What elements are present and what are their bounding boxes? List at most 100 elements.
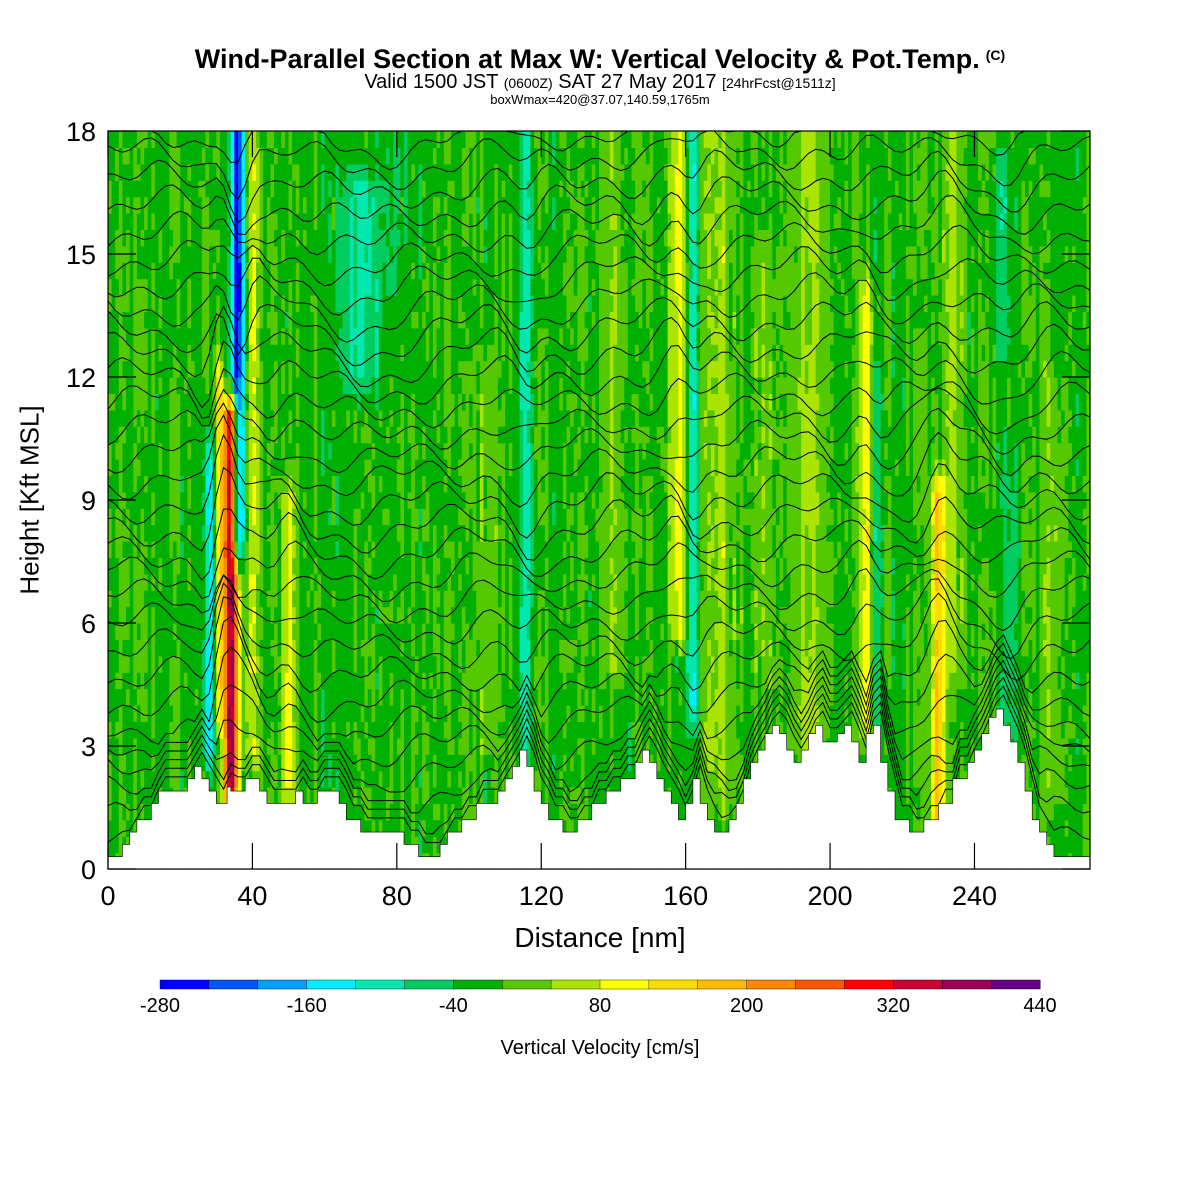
velocity-cell: [256, 672, 261, 690]
velocity-cell: [357, 311, 362, 329]
velocity-cell: [317, 262, 322, 280]
velocity-cell: [349, 737, 355, 755]
velocity-cell: [183, 459, 189, 476]
velocity-cell: [288, 737, 293, 755]
velocity-cell: [447, 295, 452, 312]
velocity-cell: [469, 524, 474, 542]
velocity-cell: [176, 606, 181, 624]
velocity-cell: [436, 147, 441, 165]
velocity-cell: [487, 147, 492, 165]
velocity-cell: [407, 557, 412, 575]
velocity-cell: [389, 672, 394, 690]
velocity-cell: [270, 459, 275, 476]
velocity-cell: [331, 557, 337, 575]
velocity-cell: [367, 245, 373, 263]
velocity-cell: [360, 590, 365, 608]
velocity-cell: [136, 163, 142, 181]
velocity-cell: [165, 541, 170, 558]
velocity-cell: [342, 475, 347, 493]
velocity-cell: [342, 737, 347, 755]
velocity-cell: [147, 655, 152, 673]
velocity-cell: [414, 278, 420, 296]
velocity-cell: [375, 557, 380, 575]
velocity-cell: [490, 295, 495, 312]
velocity-cell: [212, 393, 217, 411]
velocity-cell: [191, 377, 196, 394]
velocity-cell: [180, 409, 185, 427]
velocity-cell: [194, 327, 199, 345]
velocity-cell: [144, 147, 149, 165]
velocity-cell: [158, 754, 163, 772]
velocity-cell: [349, 623, 355, 640]
velocity-cell: [111, 836, 116, 854]
velocity-cell: [396, 475, 402, 493]
velocity-cell: [364, 180, 369, 198]
velocity-cell: [411, 721, 416, 739]
velocity-cell: [385, 278, 391, 296]
velocity-cell: [252, 737, 257, 755]
velocity-cell: [183, 262, 189, 280]
velocity-cell: [284, 770, 290, 788]
velocity-cell: [216, 655, 221, 673]
velocity-cell: [472, 196, 477, 214]
velocity-cell: [346, 803, 351, 821]
velocity-cell: [389, 754, 394, 772]
velocity-cell: [162, 623, 167, 640]
velocity-cell: [158, 573, 163, 591]
velocity-cell: [216, 606, 221, 624]
velocity-cell: [461, 754, 467, 772]
velocity-cell: [440, 163, 445, 181]
velocity-cell: [349, 573, 355, 591]
velocity-cell: [339, 459, 344, 476]
velocity-cell: [306, 491, 311, 509]
velocity-cell: [118, 180, 124, 198]
velocity-cell: [396, 819, 402, 837]
velocity-cell: [108, 623, 113, 640]
velocity-cell: [378, 705, 383, 722]
velocity-cell: [497, 442, 503, 460]
velocity-cell: [198, 426, 203, 444]
velocity-cell: [169, 442, 174, 460]
velocity-cell: [227, 475, 232, 493]
velocity-cell: [151, 655, 156, 673]
velocity-cell: [263, 131, 268, 148]
velocity-cell: [490, 278, 495, 296]
velocity-cell: [422, 262, 427, 280]
velocity-cell: [411, 491, 416, 509]
velocity-cell: [180, 639, 185, 657]
forecast-info: [24hrFcst@1511z]: [722, 75, 836, 91]
velocity-cell: [176, 639, 181, 657]
velocity-cell: [411, 229, 416, 247]
velocity-cell: [418, 672, 423, 690]
velocity-cell: [490, 508, 495, 526]
velocity-cell: [227, 278, 232, 296]
velocity-cell: [490, 573, 495, 591]
velocity-cell: [151, 573, 156, 591]
velocity-cell: [476, 245, 481, 263]
velocity-cell: [299, 229, 304, 247]
velocity-cell: [288, 590, 293, 608]
velocity-cell: [367, 803, 373, 821]
velocity-cell: [396, 262, 402, 280]
velocity-cell: [209, 229, 214, 247]
velocity-cell: [252, 131, 257, 148]
velocity-cell: [111, 377, 116, 394]
velocity-cell: [396, 754, 402, 772]
velocity-cell: [324, 426, 329, 444]
velocity-cell: [245, 245, 250, 263]
velocity-cell: [270, 557, 275, 575]
velocity-cell: [479, 180, 485, 198]
velocity-cell: [270, 705, 275, 722]
velocity-cell: [274, 163, 279, 181]
velocity-cell: [256, 459, 261, 476]
velocity-cell: [353, 327, 358, 345]
velocity-cell: [216, 426, 221, 444]
velocity-cell: [234, 278, 239, 296]
velocity-cell: [346, 245, 351, 263]
velocity-cell: [364, 491, 369, 509]
velocity-cell: [259, 163, 264, 181]
velocity-cell: [458, 770, 463, 788]
velocity-cell: [147, 147, 152, 165]
velocity-cell: [450, 147, 456, 165]
velocity-cell: [494, 213, 499, 230]
